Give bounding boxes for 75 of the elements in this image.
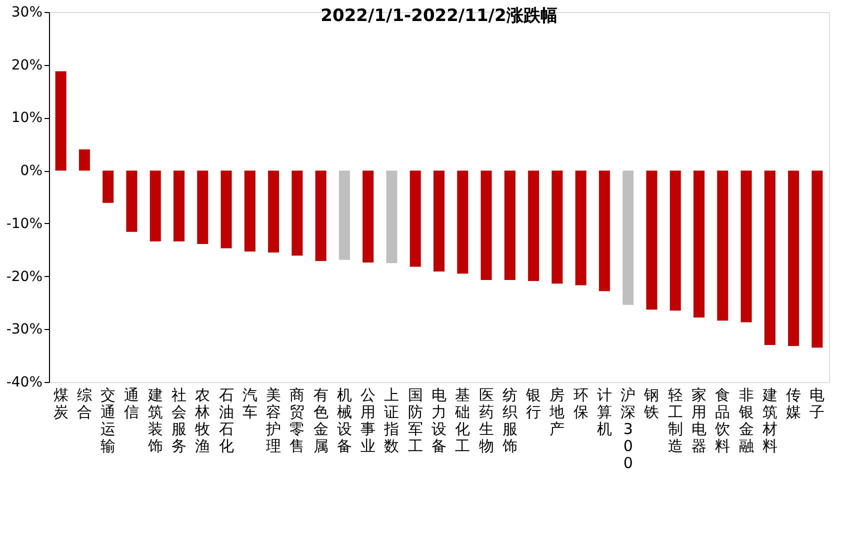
- bar: [292, 170, 303, 256]
- x-tick-label: 汽车: [242, 386, 258, 421]
- x-tick-label: 沪深300: [620, 386, 636, 472]
- x-tick-label: 非银金融: [738, 386, 754, 455]
- y-tick-label: -20%: [6, 268, 42, 285]
- x-tick-label: 环保: [573, 386, 588, 421]
- bar: [528, 170, 540, 282]
- x-tick-label: 综合: [76, 386, 92, 421]
- x-tick-label: 建筑材料: [761, 386, 778, 455]
- x-tick-label: 社会服务: [172, 386, 186, 455]
- bar: [646, 170, 658, 310]
- bar: [552, 170, 563, 284]
- bar: [764, 170, 776, 345]
- x-tick-label: 机械设备: [336, 386, 352, 455]
- x-tick-label: 钢铁: [643, 386, 660, 421]
- bar: [268, 170, 280, 252]
- x-tick-label: 基础化工: [454, 386, 470, 455]
- y-tick-label: -30%: [6, 322, 42, 338]
- x-tick-label: 电力设备: [432, 386, 446, 455]
- y-tick-label: -10%: [6, 216, 42, 232]
- bar: [78, 149, 90, 171]
- x-tick-label: 有色金属: [313, 386, 328, 455]
- x-tick-label: 农林牧渔: [194, 386, 210, 455]
- bar: [480, 170, 492, 280]
- bar: [717, 170, 728, 321]
- x-tick-label: 商贸零售: [290, 386, 305, 455]
- bar: [174, 170, 184, 242]
- bar: [362, 170, 374, 263]
- x-tick-label: 食品饮料: [714, 386, 730, 455]
- bar: [244, 170, 256, 252]
- x-tick-label: 医药生物: [478, 386, 494, 455]
- x-tick-label: 公用事业: [360, 386, 376, 455]
- bar: [126, 170, 138, 232]
- x-tick-label: 上证指数: [383, 386, 400, 455]
- y-tick-label: 30%: [11, 4, 42, 20]
- chart-title: 2022/1/1-2022/11/2涨跌幅: [320, 6, 558, 26]
- bar: [694, 170, 704, 318]
- bar: [410, 170, 421, 267]
- bar: [812, 170, 823, 348]
- x-tick-label: 通信: [124, 386, 140, 421]
- bar: [622, 170, 634, 305]
- bar: [315, 170, 326, 261]
- bar: [740, 170, 752, 322]
- x-tick-label: 电子: [810, 386, 825, 421]
- bar: [197, 170, 208, 244]
- bar: [386, 170, 398, 264]
- x-tick-label: 交通运输: [100, 386, 116, 455]
- bar: [598, 170, 610, 292]
- y-tick-label: 10%: [11, 110, 42, 126]
- x-tick-label: 美容护理: [265, 386, 282, 455]
- bar: [150, 170, 161, 242]
- bar: [575, 170, 586, 286]
- y-tick-label: 20%: [11, 57, 42, 74]
- bar: [220, 170, 232, 248]
- bar: [504, 170, 516, 280]
- y-tick-label: 0%: [20, 163, 42, 180]
- x-tick-label: 建筑装饰: [146, 386, 163, 455]
- bar: [102, 170, 114, 203]
- bar: [457, 170, 468, 274]
- y-tick-label: -40%: [6, 374, 42, 390]
- x-tick-label: 纺织服饰: [501, 386, 518, 455]
- bar: [55, 71, 66, 171]
- bar: [338, 170, 350, 260]
- x-tick-label: 石油石化: [218, 386, 234, 455]
- bar: [670, 170, 681, 311]
- x-tick-label: 煤炭: [53, 386, 68, 421]
- x-tick-label: 轻工制造: [668, 386, 683, 455]
- x-tick-label: 银行: [525, 386, 542, 421]
- x-tick-label: 计算机: [596, 386, 612, 438]
- x-tick-label: 传媒: [786, 386, 802, 421]
- bar: [788, 170, 800, 346]
- x-tick-label: 房地产: [548, 386, 565, 438]
- x-tick-label: 国防军工: [408, 386, 423, 455]
- bar: [434, 170, 444, 272]
- x-tick-label: 家用电器: [692, 386, 706, 455]
